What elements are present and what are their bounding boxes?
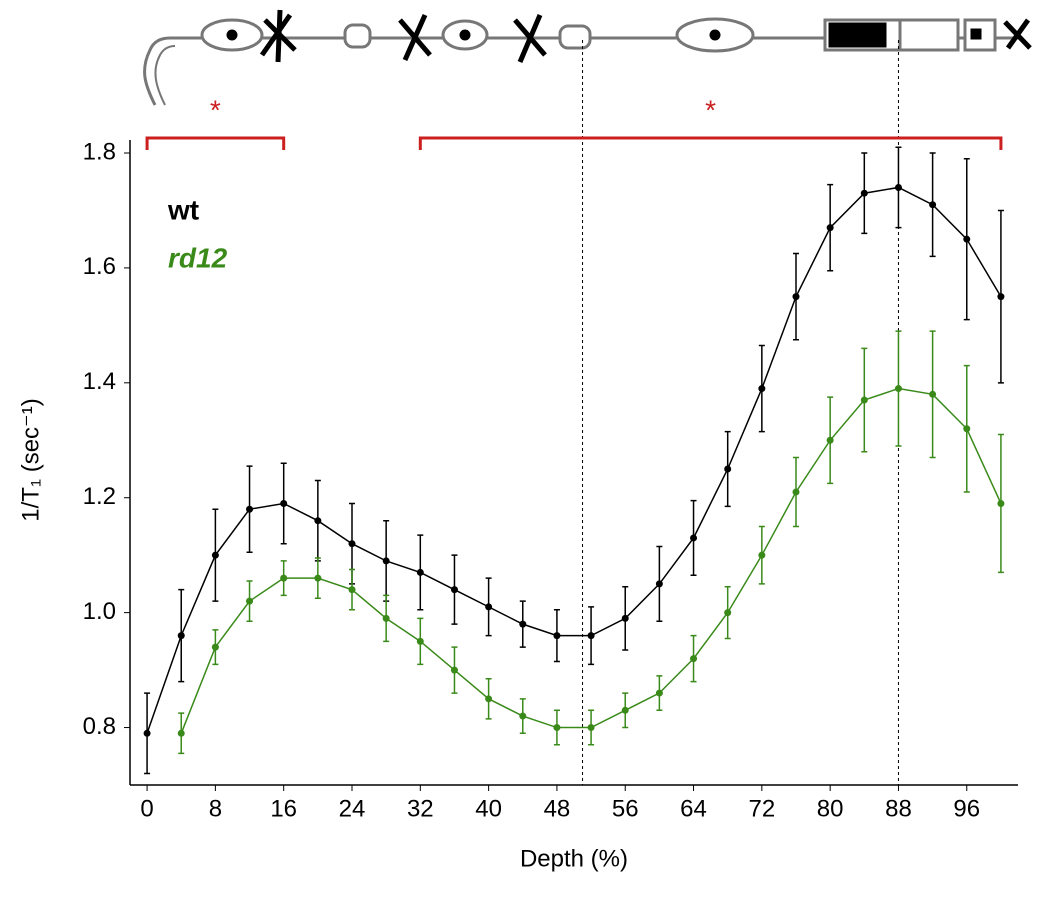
x-tick-label: 0 [140,795,153,822]
data-point [655,580,663,588]
data-point [690,534,698,542]
data-point [177,632,185,640]
data-point [348,540,356,548]
data-point [690,655,698,663]
data-point [519,712,527,720]
data-point [246,597,254,605]
bracket [418,136,1003,150]
x-tick-label: 88 [885,795,912,822]
data-point [724,465,732,473]
data-point [894,183,902,191]
data-point [792,488,800,496]
series-line [180,387,1002,734]
y-tick-label: 1.2 [83,483,116,510]
data-point [450,666,458,674]
data-point [860,396,868,404]
data-point [929,201,937,209]
data-point [894,385,902,393]
y-tick-label: 0.8 [83,713,116,740]
data-point [758,385,766,393]
data-point [485,603,493,611]
data-point [382,557,390,565]
data-point [450,586,458,594]
data-point [963,425,971,433]
y-tick-label: 1.8 [83,138,116,165]
retina-diagram [143,9,1032,106]
data-point [348,586,356,594]
data-point [519,620,527,628]
data-point [314,574,322,582]
data-point [280,499,288,507]
data-point [621,706,629,714]
data-point [553,632,561,640]
data-point [280,574,288,582]
bracket-label: * [210,94,221,125]
data-point [382,614,390,622]
data-point [963,235,971,243]
x-axis-title: Depth (%) [520,845,628,872]
data-point [621,614,629,622]
data-point [860,189,868,197]
y-axis-title: 1/T₁ (sec⁻¹) [17,398,44,521]
x-tick-label: 32 [407,795,434,822]
x-tick-label: 8 [209,795,222,822]
x-tick-label: 64 [680,795,707,822]
data-point [211,643,219,651]
x-tick-label: 96 [953,795,980,822]
data-point [177,729,185,737]
data-point [826,224,834,232]
x-tick-label: 80 [817,795,844,822]
data-point [826,436,834,444]
x-tick-label: 72 [748,795,775,822]
x-tick-label: 56 [612,795,639,822]
data-point [587,632,595,640]
data-point [314,517,322,525]
bracket [145,136,286,150]
data-point [246,505,254,513]
data-point [929,390,937,398]
data-point [587,724,595,732]
data-point [416,637,424,645]
x-tick-label: 40 [475,795,502,822]
y-tick-label: 1.0 [83,598,116,625]
data-point [997,293,1005,301]
data-point [758,551,766,559]
x-tick-label: 16 [270,795,297,822]
y-tick-label: 1.4 [83,368,116,395]
data-point [792,293,800,301]
series-line [146,186,1002,734]
data-point [553,724,561,732]
x-tick-label: 24 [339,795,366,822]
data-point [997,499,1005,507]
data-point [485,695,493,703]
bracket-label: * [705,94,716,125]
data-point [724,609,732,617]
data-point [211,551,219,559]
legend-label: rd12 [168,242,228,273]
data-point [655,689,663,697]
data-point [416,568,424,576]
data-point [143,729,151,737]
legend-label: wt [167,194,199,225]
x-tick-label: 48 [544,795,571,822]
y-tick-label: 1.6 [83,253,116,280]
